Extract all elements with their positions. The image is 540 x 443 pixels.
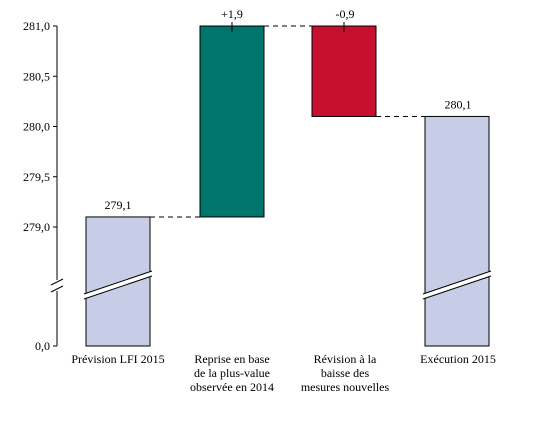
- category-label-line: Exécution 2015: [420, 352, 496, 366]
- data-label: 280,1: [445, 97, 472, 111]
- bars: [85, 22, 490, 347]
- category-label-line: Reprise en base: [194, 352, 269, 366]
- y-tick-label: 281,0: [23, 19, 50, 33]
- data-labels: 279,1 +1,9 -0,9 280,1: [105, 7, 472, 212]
- y-tick-label: 280,0: [23, 120, 50, 134]
- data-label: +1,9: [221, 7, 243, 21]
- bar-increase: [199, 25, 265, 218]
- category-label-line: Révision à la: [314, 352, 377, 366]
- bar-decrease: [311, 25, 377, 117]
- data-label: -0,9: [336, 7, 355, 21]
- category-label-line: de la plus-value: [194, 366, 270, 380]
- bar-break-line: [422, 275, 492, 300]
- category-label: Reprise en base de la plus-value observée …: [190, 352, 274, 394]
- category-label-line: baisse des: [321, 366, 370, 380]
- axis-breaks: [83, 270, 492, 300]
- category-label-line: Prévision LFI 2015: [71, 352, 164, 366]
- y-tick-label: 280,5: [23, 69, 50, 83]
- y-axis-break-mark: [50, 285, 64, 293]
- bar-break-gap: [84, 271, 152, 299]
- bar-break-line: [83, 275, 153, 300]
- category-labels: Prévision LFI 2015 Reprise en base de la p…: [71, 352, 496, 394]
- y-axis-break-mark: [50, 278, 64, 286]
- connectors: [150, 25, 425, 218]
- y-tick-label: 279,5: [23, 170, 50, 184]
- bar-break-line: [422, 270, 492, 295]
- bar-break-line: [83, 270, 153, 295]
- data-label: 279,1: [105, 198, 132, 212]
- category-label: Exécution 2015: [420, 352, 496, 366]
- category-label: Révision à la baisse des mesures nouvelles: [301, 352, 390, 394]
- bar-total: [424, 115, 490, 347]
- y-axis: [50, 25, 64, 347]
- bar-break-gap: [423, 271, 491, 299]
- y-tick-label: 0,0: [35, 339, 50, 353]
- category-label-line: mesures nouvelles: [301, 380, 390, 394]
- y-tick-labels: 281,0 280,5 280,0 279,5 279,0 0,0: [23, 19, 50, 353]
- y-tick-label: 279,0: [23, 220, 50, 234]
- bar-total: [85, 216, 151, 347]
- category-label-line: observée en 2014: [190, 380, 274, 394]
- category-label: Prévision LFI 2015: [71, 352, 164, 366]
